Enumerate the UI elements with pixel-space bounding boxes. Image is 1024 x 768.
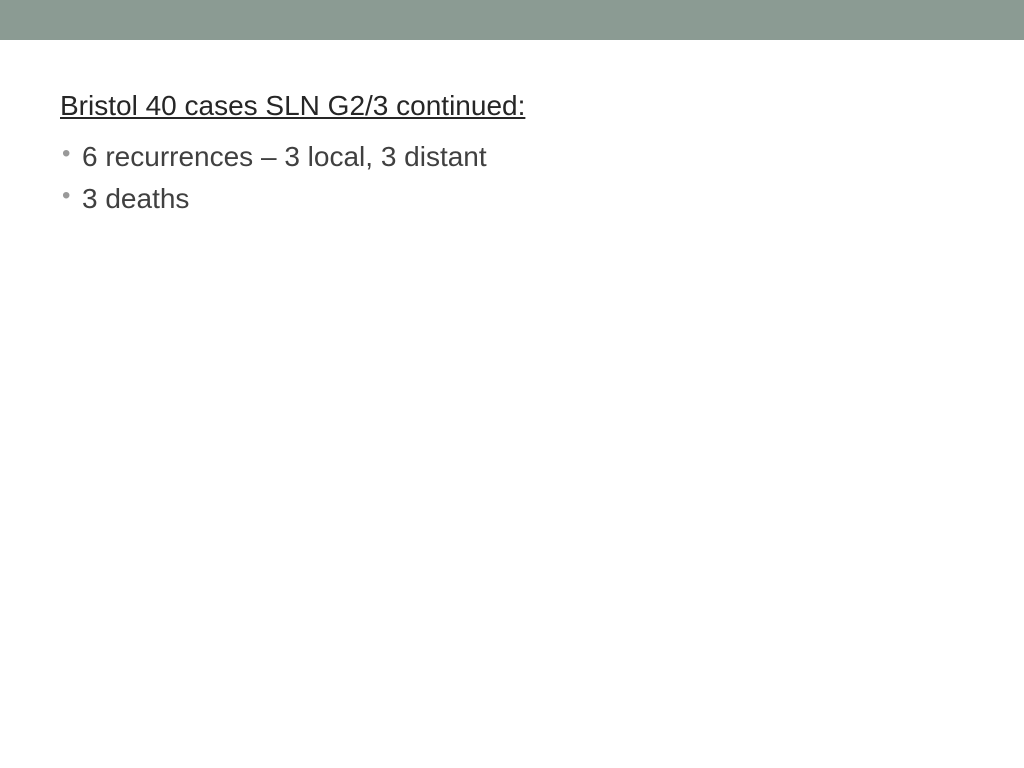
- slide-title: Bristol 40 cases SLN G2/3 continued:: [60, 90, 964, 122]
- list-item: 6 recurrences – 3 local, 3 distant: [60, 136, 964, 178]
- slide-content: Bristol 40 cases SLN G2/3 continued: 6 r…: [0, 40, 1024, 270]
- bullet-list: 6 recurrences – 3 local, 3 distant 3 dea…: [60, 136, 964, 220]
- slide-header-bar: [0, 0, 1024, 40]
- list-item: 3 deaths: [60, 178, 964, 220]
